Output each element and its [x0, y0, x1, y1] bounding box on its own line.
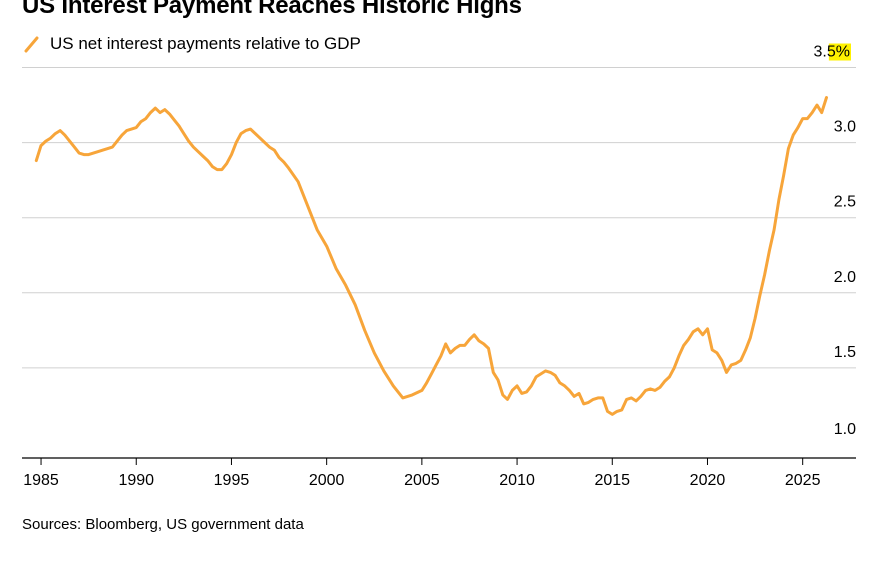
x-tick-label: 1990: [118, 472, 154, 489]
source-note: Sources: Bloomberg, US government data: [22, 516, 304, 533]
x-tick-label: 1985: [23, 472, 59, 489]
chart-title: US Interest Payment Reaches Historic Hig…: [22, 0, 522, 19]
x-tick-label: 2025: [785, 472, 821, 489]
y-tick-label: 3.0: [834, 119, 856, 136]
y-tick-highlight: [828, 43, 851, 61]
y-tick-label: 3.5%: [814, 44, 850, 61]
y-tick-label: 1.5: [834, 344, 856, 361]
legend: US net interest payments relative to GDP: [22, 32, 361, 56]
y-tick-label: 2.5: [834, 194, 856, 211]
legend-label: US net interest payments relative to GDP: [50, 34, 361, 53]
series-line: [34, 96, 828, 416]
x-tick-label: 2000: [309, 472, 345, 489]
x-tick-label: 2015: [594, 472, 630, 489]
x-tick-label: 2020: [690, 472, 726, 489]
x-tick-label: 2005: [404, 472, 440, 489]
legend-line-icon: [24, 36, 39, 53]
y-tick-label: 2.0: [834, 269, 856, 286]
x-tick-label: 2010: [499, 472, 535, 489]
x-tick-label: 1995: [214, 472, 250, 489]
y-tick-label: 1.0: [834, 421, 856, 438]
